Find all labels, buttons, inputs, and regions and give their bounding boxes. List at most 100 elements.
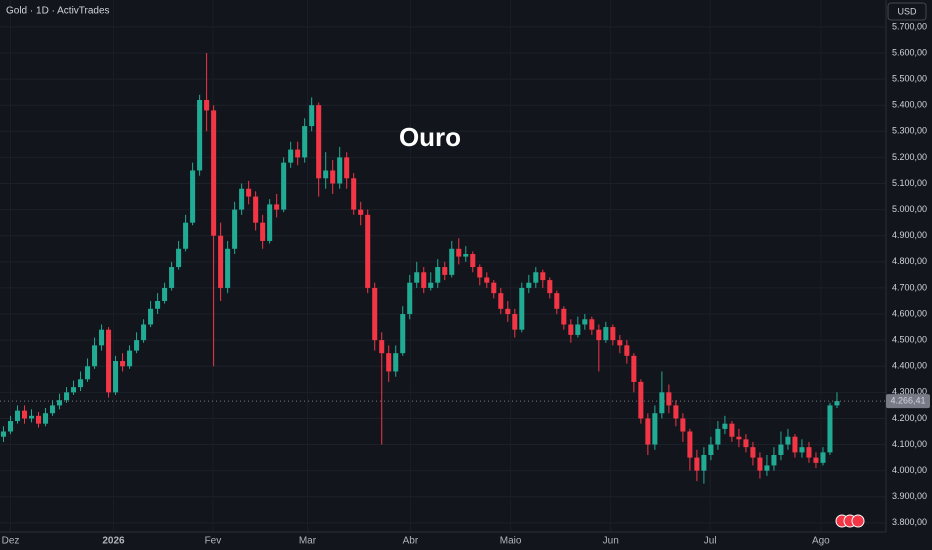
candle-body [680, 418, 686, 432]
candle-body [113, 361, 119, 393]
candle-body [120, 361, 126, 367]
candle-body [71, 387, 77, 393]
y-tick-label: 3.800,00 [892, 517, 927, 527]
candle-body [519, 287, 525, 330]
candle-body [14, 410, 21, 422]
candle-body [540, 272, 546, 281]
y-tick-label: 4.400,00 [892, 361, 927, 371]
candle-body [659, 392, 665, 414]
candle-body [666, 392, 672, 406]
candle-body [652, 413, 658, 445]
y-tick-label: 4.100,00 [892, 439, 927, 449]
candle-body [673, 405, 679, 419]
currency-label[interactable]: USD [897, 6, 917, 16]
candle-body [148, 308, 154, 325]
x-tick-label: Ago [812, 536, 830, 547]
candle-body [246, 188, 252, 197]
candle-body [470, 253, 476, 268]
candle-body [792, 436, 798, 453]
candle-body [155, 300, 161, 309]
x-tick-label: Jul [704, 536, 717, 547]
candle-body [288, 149, 294, 163]
candle-body [239, 188, 245, 210]
candle-body [764, 465, 770, 471]
candle-body [232, 209, 238, 249]
candle-body [638, 381, 644, 419]
currency-button[interactable] [887, 2, 927, 21]
candle-body [526, 282, 532, 288]
events-icon[interactable] [835, 514, 865, 528]
candle-body [351, 178, 357, 210]
candle-body [183, 222, 189, 249]
grid-layer [0, 0, 886, 532]
candle-body [190, 170, 196, 223]
candle-layer [0, 52, 840, 484]
candle-body [568, 324, 574, 335]
x-tick-label: Maio [500, 536, 522, 547]
y-tick-label: 3.900,00 [892, 491, 927, 501]
candle-body [631, 355, 637, 382]
candle-body [92, 345, 98, 367]
candle-body [575, 324, 581, 335]
candle-body [456, 248, 462, 257]
candle-body [708, 444, 714, 455]
candle-body [533, 272, 539, 283]
candle-body [407, 282, 413, 315]
y-tick-label: 4.800,00 [892, 256, 927, 266]
y-tick-label: 5.000,00 [892, 204, 927, 214]
candle-body [596, 329, 602, 341]
candle-body [344, 157, 350, 179]
candle-body [750, 447, 756, 458]
candle-body [162, 287, 168, 301]
last-price-box [886, 394, 930, 409]
candle-body [372, 287, 378, 341]
candle-body [7, 421, 14, 432]
candle-body [197, 99, 203, 171]
candle-body [547, 280, 553, 294]
candle-body [218, 235, 224, 288]
candle-body [757, 457, 763, 471]
candle-body [785, 436, 791, 445]
y-tick-label: 4.000,00 [892, 465, 927, 475]
candle-body [99, 329, 105, 346]
y-tick-label: 5.400,00 [892, 100, 927, 110]
x-tick-label: Dez [2, 536, 20, 547]
candle-body [176, 248, 182, 268]
candle-body [484, 277, 490, 283]
y-tick-label: 5.100,00 [892, 178, 927, 188]
candle-body [442, 267, 448, 275]
candle-body [701, 454, 707, 471]
candle-body [141, 324, 147, 341]
candle-body [449, 248, 455, 275]
candle-body [428, 282, 434, 288]
x-tick-label: Mar [299, 536, 317, 547]
candle-body [316, 105, 322, 179]
candle-body [813, 457, 819, 463]
candle-body [211, 110, 217, 236]
candle-body [358, 209, 364, 215]
candle-body [645, 418, 651, 445]
candle-body [302, 126, 308, 158]
x-tick-label: Abr [403, 536, 419, 547]
candle-body [610, 327, 616, 341]
y-tick-label: 4.500,00 [892, 335, 927, 345]
candle-body [28, 415, 35, 419]
y-tick-label: 5.700,00 [892, 21, 927, 31]
candle-body [820, 452, 826, 463]
candle-body [435, 267, 441, 283]
candle-body [498, 293, 504, 309]
candle-body [36, 415, 42, 424]
event-dot[interactable] [851, 514, 865, 528]
axis-layer: 3.800,00 3.900,00 4.000,00 4.100,00 4.200,00… [0, 21, 930, 547]
candle-body [330, 170, 336, 184]
candle-body [64, 392, 70, 401]
y-tick-label: 4.600,00 [892, 308, 927, 318]
candle-body [274, 204, 280, 210]
candle-body [505, 308, 511, 315]
candle-body [736, 436, 742, 440]
candle-body [127, 350, 133, 367]
y-tick-label: 5.600,00 [892, 47, 927, 57]
candle-body [386, 353, 392, 372]
y-tick-label: 4.700,00 [892, 282, 927, 292]
